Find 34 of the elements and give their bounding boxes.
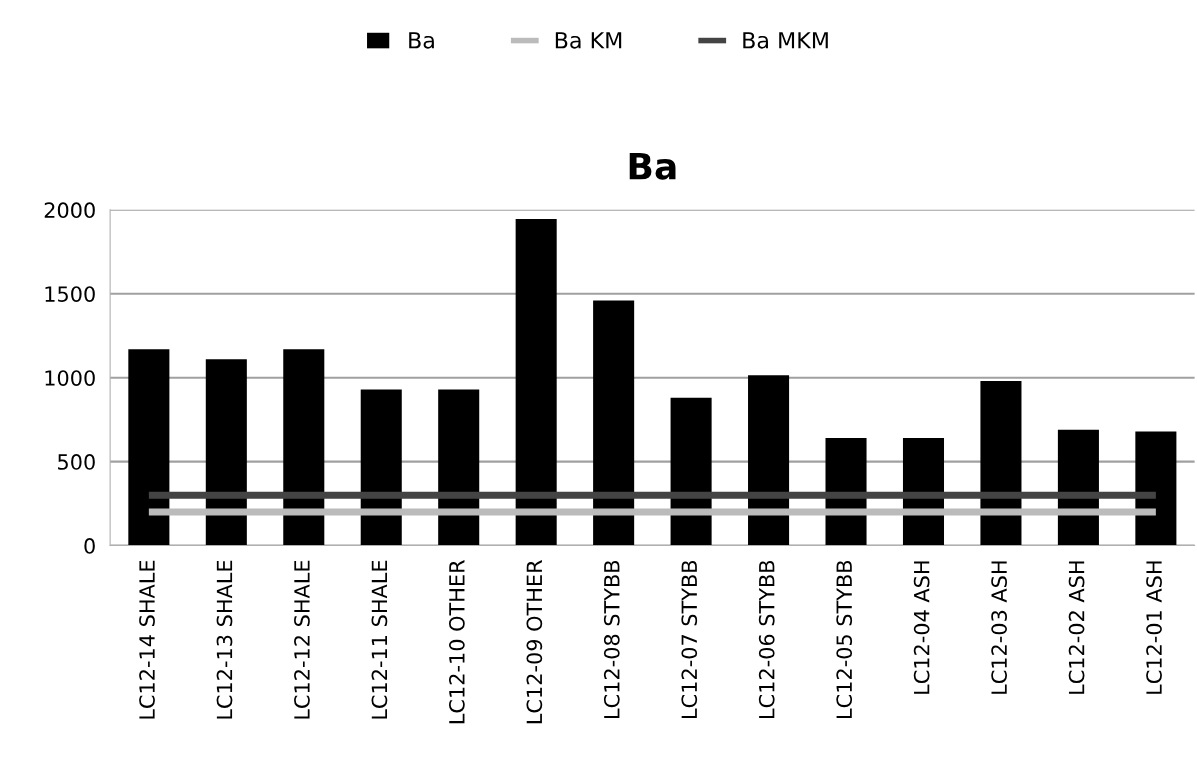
y-tick-label: 2000 (44, 202, 95, 219)
bar (670, 397, 712, 546)
x-tick-label: LC12-09 OTHER (526, 560, 543, 724)
x-tick-label: LC12-01 ASH (1146, 561, 1162, 694)
legend-label: Ba KM (555, 32, 622, 49)
chart-title: Ba (629, 152, 676, 180)
x-tick-label: LC12-14 SHALE (139, 560, 155, 719)
y-tick-label: 500 (58, 454, 95, 470)
x-tick-label: LC12-11 SHALE (371, 560, 388, 719)
bar (205, 359, 247, 546)
x-tick-label: LC12-02 ASH (1068, 561, 1085, 694)
legend-label: Ba MKM (743, 32, 828, 49)
x-tick-label: LC12-06 STYBB (758, 560, 775, 718)
bar (438, 389, 480, 546)
x-tick-label: LC12-10 OTHER (448, 560, 465, 724)
x-tick-label: LC12-08 STYBB (603, 560, 620, 718)
x-tick-label: LC12-12 SHALE (294, 560, 310, 719)
bar (283, 349, 325, 546)
y-tick-label: 0 (84, 538, 95, 554)
bar (1135, 431, 1177, 546)
bar (748, 375, 790, 546)
bar (593, 300, 635, 546)
bar (980, 381, 1022, 546)
x-tick-label: LC12-03 ASH (991, 561, 1007, 694)
bar (515, 219, 557, 546)
x-tick-label: LC12-13 SHALE (216, 560, 233, 719)
y-tick-label: 1000 (45, 370, 95, 386)
x-tick-label: LC12-04 ASH (913, 561, 930, 694)
legend-label: Ba (409, 32, 434, 49)
x-tick-label: LC12-05 STYBB (836, 560, 853, 718)
y-tick-label: 1500 (45, 286, 95, 302)
bar (360, 389, 402, 546)
bar (128, 349, 170, 546)
x-tick-label: LC12-07 STYBB (681, 560, 698, 718)
